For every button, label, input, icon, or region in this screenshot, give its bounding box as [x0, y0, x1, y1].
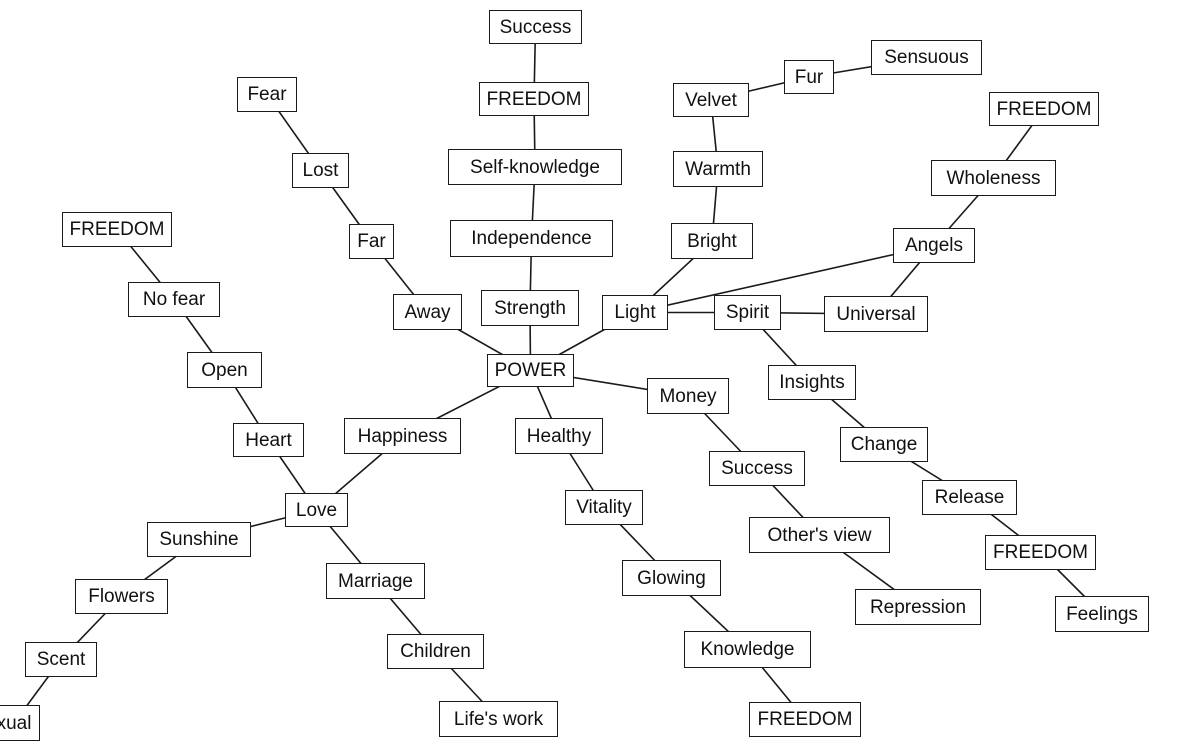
- node-heart: Heart: [233, 423, 304, 457]
- node-self-knowledge: Self-knowledge: [448, 149, 622, 185]
- node-spirit: Spirit: [714, 295, 781, 330]
- node-fur: Fur: [784, 60, 834, 94]
- node-lost: Lost: [292, 153, 349, 188]
- node-success-mid: Success: [709, 451, 805, 486]
- node-change: Change: [840, 427, 928, 462]
- node-light: Light: [602, 295, 668, 330]
- node-fear: Fear: [237, 77, 297, 112]
- node-success-top: Success: [489, 10, 582, 44]
- edge-light-to-angels: [634, 244, 935, 314]
- node-universal: Universal: [824, 296, 928, 332]
- node-freedom-top: FREEDOM: [479, 82, 589, 116]
- node-far: Far: [349, 224, 394, 259]
- node-happiness: Happiness: [344, 418, 461, 454]
- node-freedom-bottom: FREEDOM: [749, 702, 861, 737]
- node-warmth: Warmth: [673, 151, 763, 187]
- node-sunshine: Sunshine: [147, 522, 251, 557]
- node-open: Open: [187, 352, 262, 388]
- node-wholeness: Wholeness: [931, 160, 1056, 196]
- node-flowers: Flowers: [75, 579, 168, 614]
- node-away: Away: [393, 294, 462, 330]
- node-love: Love: [285, 493, 348, 527]
- node-children: Children: [387, 634, 484, 669]
- node-money: Money: [647, 378, 729, 414]
- node-repression: Repression: [855, 589, 981, 625]
- node-bright: Bright: [671, 223, 753, 259]
- node-feelings: Feelings: [1055, 596, 1149, 632]
- node-vitality: Vitality: [565, 490, 643, 525]
- node-glowing: Glowing: [622, 560, 721, 596]
- node-scent: Scent: [25, 642, 97, 677]
- node-freedom-left: FREEDOM: [62, 212, 172, 247]
- node-insights: Insights: [768, 365, 856, 400]
- node-release: Release: [922, 480, 1017, 515]
- node-freedom-right: FREEDOM: [985, 535, 1096, 570]
- node-angels: Angels: [893, 228, 975, 263]
- node-strength: Strength: [481, 290, 579, 326]
- node-others-view: Other's view: [749, 517, 890, 553]
- node-independence: Independence: [450, 220, 613, 257]
- node-lifes-work: Life's work: [439, 701, 558, 737]
- node-sensuous: Sensuous: [871, 40, 982, 75]
- node-knowledge: Knowledge: [684, 631, 811, 668]
- node-no-fear: No fear: [128, 282, 220, 317]
- node-velvet: Velvet: [673, 83, 749, 117]
- node-marriage: Marriage: [326, 563, 425, 599]
- node-freedom-right-top: FREEDOM: [989, 92, 1099, 126]
- node-power: POWER: [487, 354, 574, 387]
- node-sexual: xual: [0, 705, 40, 741]
- node-healthy: Healthy: [515, 418, 603, 454]
